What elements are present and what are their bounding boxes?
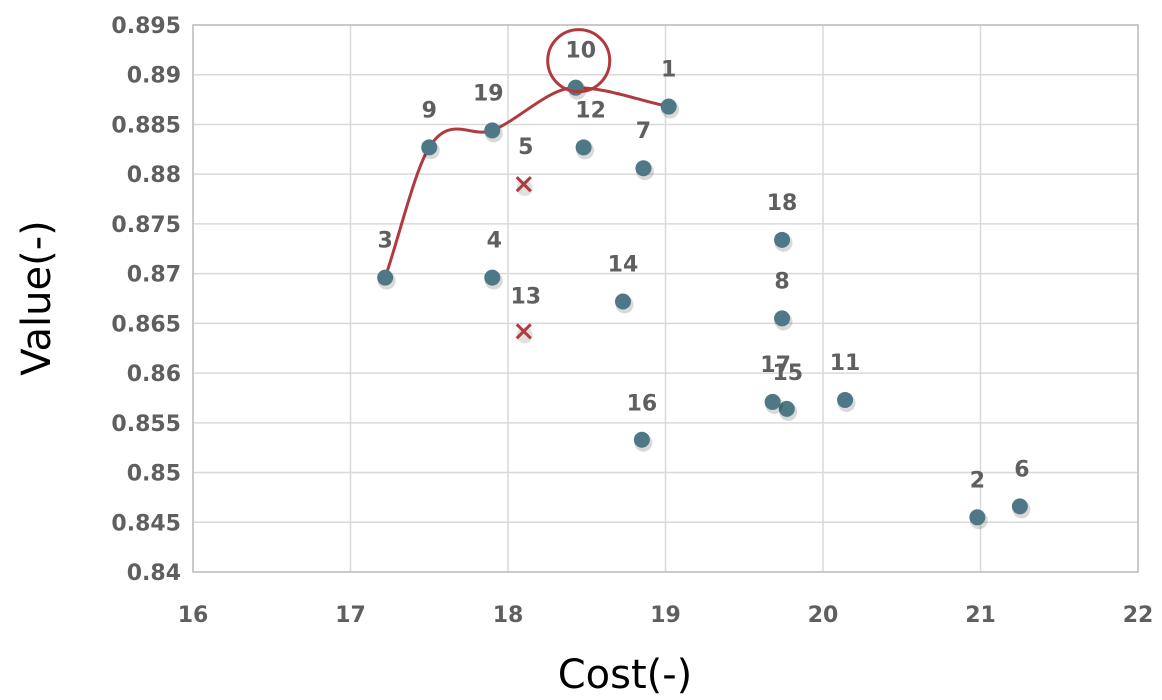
x-axis-title: Cost(-) <box>558 652 693 698</box>
point-label: 19 <box>473 81 504 106</box>
y-tick-label: 0.855 <box>111 412 181 437</box>
y-tick-label: 0.865 <box>111 312 181 337</box>
y-tick-label: 0.845 <box>111 511 181 536</box>
point-x-marker <box>515 323 533 344</box>
x-axis-ticks: 16 17 18 19 20 21 22 <box>178 603 1154 628</box>
point-label: 6 <box>1014 457 1029 482</box>
point-label: 2 <box>970 468 985 493</box>
point-label: 13 <box>510 284 541 309</box>
x-tick-label: 18 <box>493 603 524 628</box>
y-tick-label: 0.84 <box>127 561 181 586</box>
point-x-marker <box>515 176 533 197</box>
y-axis-ticks: 0.84 0.845 0.85 0.855 0.86 0.865 0.87 0.875 0.88… <box>111 14 181 586</box>
point-label: 15 <box>772 361 803 386</box>
point-marker <box>484 269 503 290</box>
highlight-circle <box>546 28 612 94</box>
point-marker <box>484 122 503 143</box>
point-marker <box>421 139 440 160</box>
point-marker <box>660 98 680 119</box>
y-tick-label: 0.885 <box>111 113 181 138</box>
point-label: 8 <box>774 269 789 294</box>
y-tick-label: 0.88 <box>127 163 181 188</box>
x-tick-label: 20 <box>808 603 839 628</box>
point-marker <box>764 393 784 414</box>
point-marker <box>969 509 988 530</box>
y-axis-title: Value(-) <box>14 220 60 376</box>
point-label: 17 <box>760 353 791 378</box>
points-layer <box>377 79 1031 530</box>
point-label: 16 <box>627 392 658 417</box>
x-tick-label: 17 <box>335 603 366 628</box>
point-marker <box>778 400 798 421</box>
point-label: 7 <box>636 119 651 144</box>
y-tick-label: 0.895 <box>111 14 181 39</box>
point-marker <box>774 310 793 331</box>
point-marker <box>575 139 595 160</box>
x-tick-label: 16 <box>178 603 209 628</box>
point-label: 12 <box>575 98 606 123</box>
point-label: 18 <box>767 191 798 216</box>
point-marker <box>635 160 654 181</box>
point-marker <box>377 269 396 290</box>
x-tick-label: 19 <box>650 603 681 628</box>
point-marker <box>774 231 793 252</box>
x-tick-label: 21 <box>965 603 996 628</box>
point-marker <box>1011 498 1031 519</box>
y-tick-label: 0.875 <box>111 213 181 238</box>
y-tick-label: 0.85 <box>127 462 181 487</box>
y-tick-label: 0.87 <box>127 263 181 288</box>
x-tick-label: 22 <box>1123 603 1154 628</box>
point-label: 4 <box>487 229 502 254</box>
point-label: 5 <box>518 135 533 160</box>
point-marker <box>633 431 653 452</box>
point-label: 14 <box>608 252 639 277</box>
point-marker <box>614 293 634 314</box>
y-tick-label: 0.89 <box>127 64 181 89</box>
plot-frame <box>192 24 1139 573</box>
point-label: 11 <box>830 351 861 376</box>
point-label: 9 <box>422 98 437 123</box>
point-label: 1 <box>661 58 676 83</box>
point-label: 10 <box>565 39 596 64</box>
point-marker <box>837 391 856 412</box>
plot-area <box>192 24 1139 573</box>
y-tick-label: 0.86 <box>127 362 181 387</box>
point-label: 3 <box>377 229 392 254</box>
highlight-layer <box>546 28 612 94</box>
